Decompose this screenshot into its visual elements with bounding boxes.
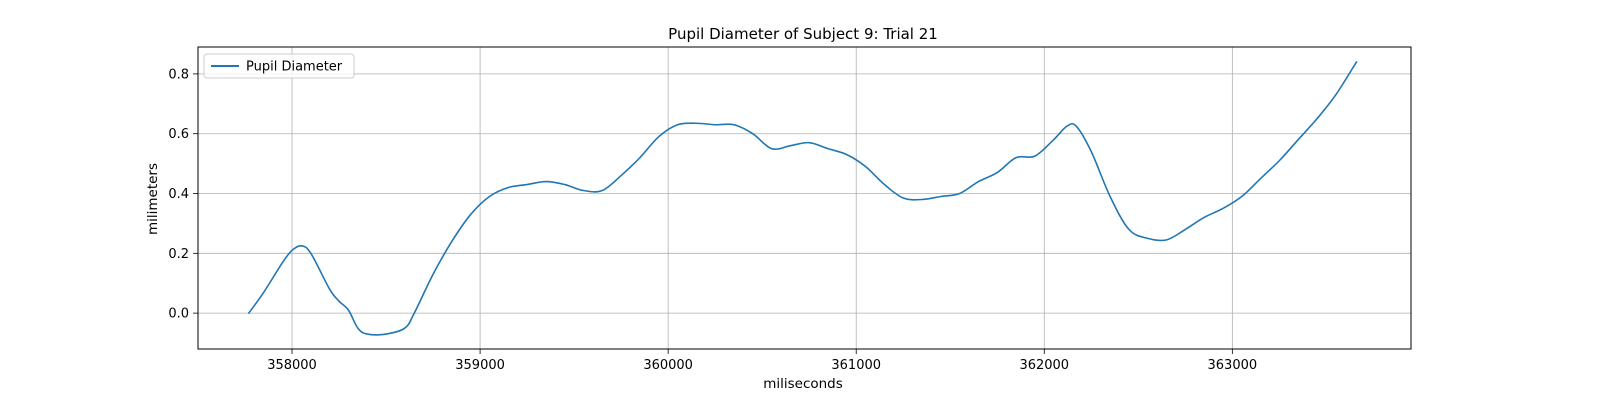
y-tick-label: 0.0 bbox=[168, 307, 189, 322]
y-axis-ticks: 0.0 0.2 0.4 0.6 0.8 bbox=[168, 67, 198, 322]
x-axis-ticks: 358000 359000 360000 361000 362000 363000 bbox=[267, 349, 1257, 373]
chart-title: Pupil Diameter of Subject 9: Trial 21 bbox=[668, 25, 938, 43]
x-tick-label: 361000 bbox=[831, 358, 881, 373]
legend-label-pupil-diameter: Pupil Diameter bbox=[246, 60, 343, 75]
y-tick-label: 0.4 bbox=[168, 187, 189, 202]
x-tick-label: 362000 bbox=[1019, 358, 1069, 373]
x-tick-label: 359000 bbox=[455, 358, 505, 373]
series-layer bbox=[247, 61, 1358, 336]
y-tick-label: 0.8 bbox=[168, 67, 189, 82]
y-axis-title: milimeters bbox=[145, 163, 161, 235]
legend: Pupil Diameter bbox=[203, 53, 355, 79]
plot-area-frame bbox=[197, 46, 1412, 350]
x-axis-title: miliseconds bbox=[763, 376, 843, 392]
y-tick-label: 0.2 bbox=[168, 247, 189, 262]
x-tick-label: 363000 bbox=[1208, 358, 1258, 373]
x-tick-label: 360000 bbox=[643, 358, 693, 373]
y-tick-label: 0.6 bbox=[168, 127, 189, 142]
x-tick-label: 358000 bbox=[267, 358, 317, 373]
series-line-pupil-diameter bbox=[247, 61, 1358, 336]
legend-box bbox=[203, 53, 355, 79]
grid bbox=[198, 47, 1411, 349]
